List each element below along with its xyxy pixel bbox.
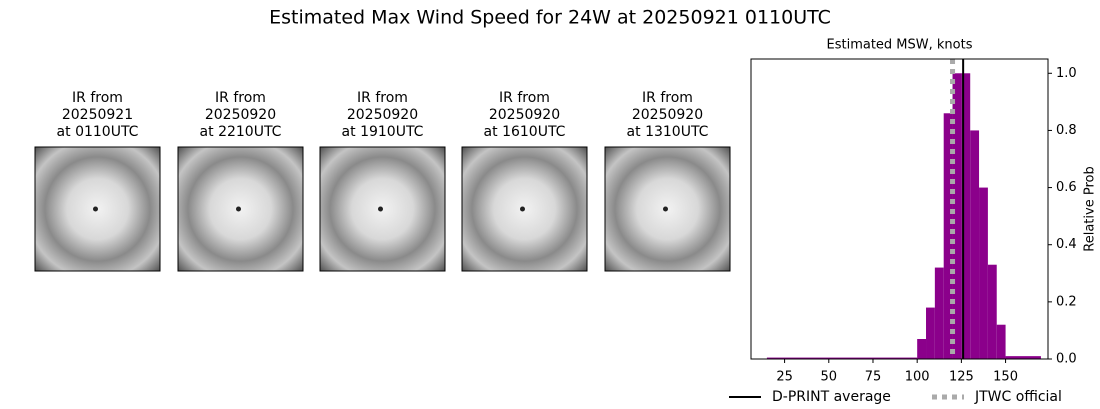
histogram-bar (1005, 356, 1041, 359)
panel-title: IR from (499, 90, 550, 106)
y-tick-label: 0.8 (1056, 123, 1077, 138)
panel-title: IR from (642, 90, 693, 106)
storm-eye (236, 206, 241, 212)
y-axis-label: Relative Prob (1083, 166, 1098, 251)
histogram-bar (926, 307, 935, 359)
panel-title: at 1910UTC (342, 124, 424, 140)
y-tick-label: 1.0 (1056, 66, 1077, 81)
histogram-bar (943, 113, 953, 360)
legend-label: JTWC official (974, 389, 1062, 405)
histogram-bar (987, 264, 997, 359)
x-tick-label: 75 (865, 370, 882, 385)
histogram-bar (961, 73, 971, 360)
panel-title: at 1310UTC (627, 124, 709, 140)
figure-title: Estimated Max Wind Speed for 24W at 2025… (269, 7, 831, 29)
y-tick-label: 0.4 (1056, 237, 1077, 252)
histogram-bar (934, 267, 944, 359)
panel-title: IR from (72, 90, 123, 106)
legend-label: D-PRINT average (772, 389, 891, 405)
x-tick-label: 50 (821, 370, 838, 385)
storm-eye (520, 206, 525, 212)
panel-title: 20250920 (632, 107, 703, 123)
storm-eye (378, 206, 383, 212)
storm-eye (663, 206, 668, 212)
panel-title: at 1610UTC (484, 124, 566, 140)
histogram-bar (952, 73, 962, 360)
histogram-bar (970, 130, 980, 359)
x-tick-label: 125 (949, 370, 974, 385)
histogram-bar (766, 357, 918, 359)
panel-title: 20250921 (62, 107, 133, 123)
storm-eye (93, 206, 98, 212)
x-tick-label: 150 (993, 370, 1018, 385)
histogram-bar (917, 339, 927, 359)
plot-frame (750, 58, 1049, 360)
panel-title: 20250920 (489, 107, 560, 123)
x-tick-label: 25 (776, 370, 793, 385)
y-tick-label: 0.0 (1056, 352, 1077, 367)
panel-title: IR from (357, 90, 408, 106)
panel-title: 20250920 (205, 107, 276, 123)
panel-title: at 0110UTC (57, 124, 139, 140)
y-tick-label: 0.2 (1056, 294, 1077, 309)
y-tick-label: 0.6 (1056, 180, 1077, 195)
panel-title: at 2210UTC (200, 124, 282, 140)
histogram-bar (979, 187, 988, 359)
histogram-bar (996, 324, 1006, 359)
x-tick-label: 100 (905, 370, 930, 385)
chart-title: Estimated MSW, knots (827, 38, 973, 53)
panel-title: 20250920 (347, 107, 418, 123)
panel-title: IR from (215, 90, 266, 106)
